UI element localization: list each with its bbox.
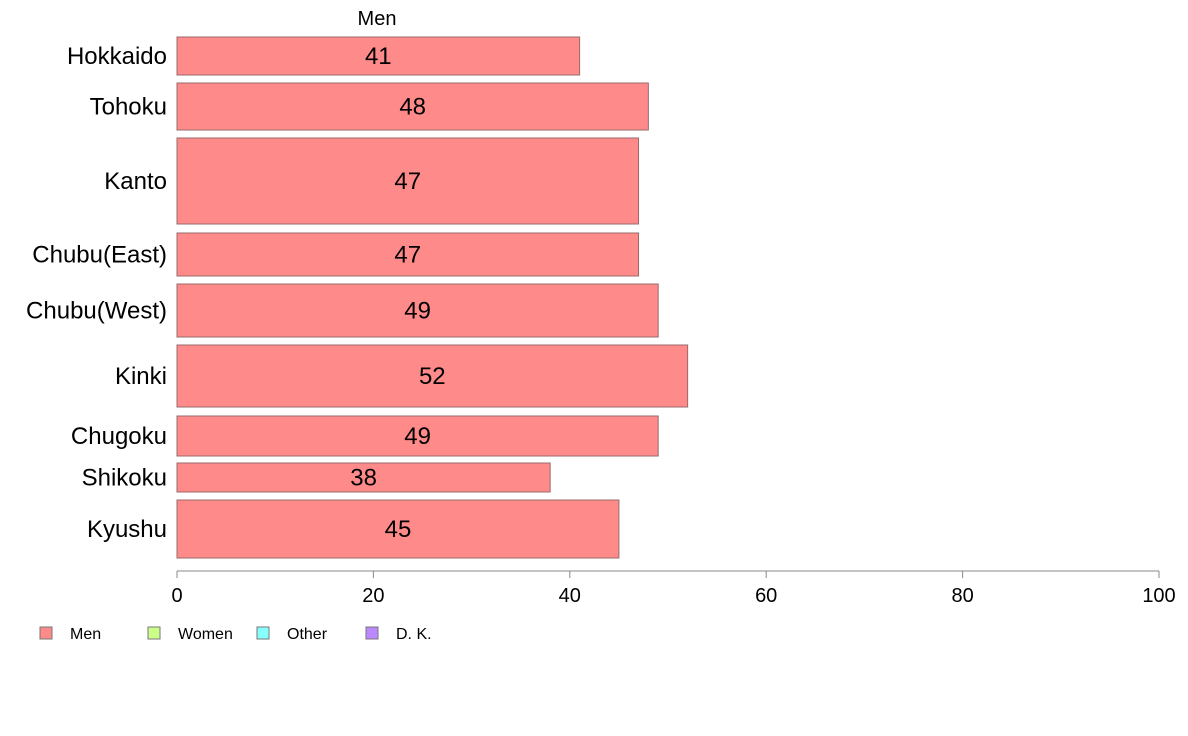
category-label: Kyushu [87,516,167,543]
x-tick-label: 60 [755,585,777,607]
data-label: 41 [365,43,392,70]
legend-swatch [365,626,379,640]
data-label: 52 [419,363,446,390]
data-label: 47 [394,242,421,269]
legend-label: Other [287,626,328,643]
x-tick-label: 0 [171,585,182,607]
bar-chubu-east [176,232,640,277]
category-label: Tohoku [90,94,167,121]
category-label: Chubu(East) [32,242,167,269]
data-label: 49 [404,423,431,450]
legend-swatch [39,626,53,640]
bar-kinki [176,344,689,408]
data-label: 38 [350,465,377,492]
legend: Men Women Other D. K. [39,626,432,643]
legend-swatch [147,626,161,640]
legend-label: D. K. [396,626,432,643]
legend-label: Men [70,626,101,643]
bar-kyushu [176,499,620,559]
legend-label: Women [178,626,233,643]
data-label: 47 [394,168,421,195]
bar-chugoku [176,415,659,457]
bars-group: Hokkaido 41 Tohoku 48 Kanto 47 Chubu(East) 47 Ch… [26,36,689,559]
x-tick-label: 20 [362,585,384,607]
bar-tohoku [176,82,649,131]
bar-hokkaido [176,36,581,76]
category-label: Hokkaido [67,43,167,70]
category-label: Shikoku [82,465,167,492]
series-title: Men [358,8,397,30]
bar-chubu-west [176,283,659,338]
bar-shikoku [176,462,551,493]
data-label: 45 [385,516,412,543]
legend-swatch [256,626,270,640]
category-label: Kanto [104,168,167,195]
data-label: 48 [399,94,426,121]
x-tick-label: 40 [559,585,581,607]
data-label: 49 [404,298,431,325]
x-axis: 0 20 40 60 80 100 [171,570,1176,607]
x-tick-label: 100 [1142,585,1175,607]
category-label: Chugoku [71,423,167,450]
bar-kanto [176,137,640,225]
category-label: Chubu(West) [26,298,167,325]
category-label: Kinki [115,363,167,390]
x-tick-label: 80 [951,585,973,607]
